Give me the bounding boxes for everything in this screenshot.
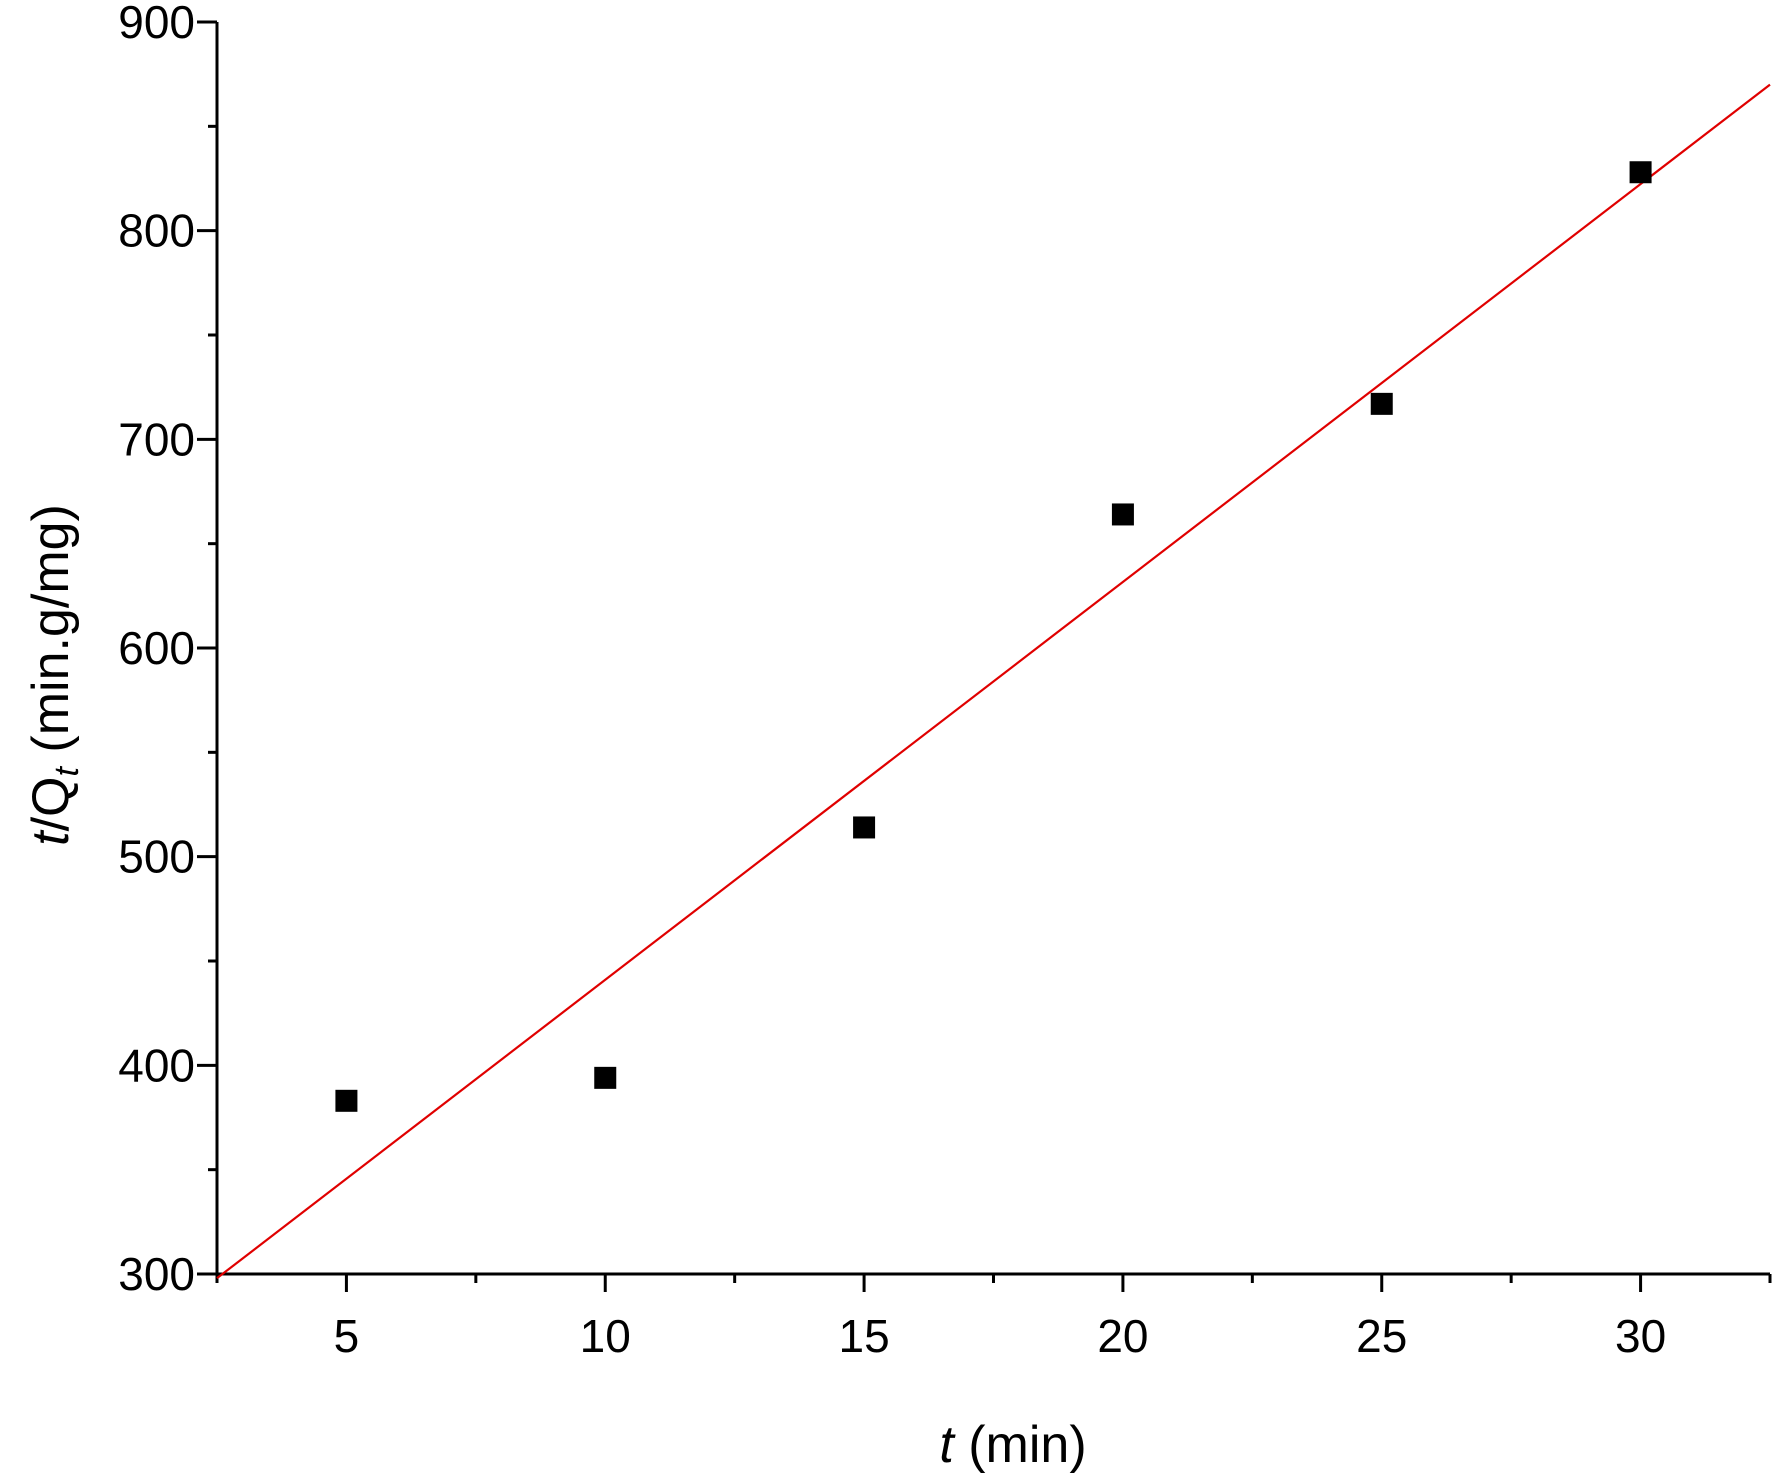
y-tick-label: 300 — [118, 1248, 195, 1300]
x-tick-label: 20 — [1097, 1310, 1148, 1362]
y-axis-slash: /Q — [22, 777, 80, 832]
axes: 5 10 15 20 25 30 300 400 500 600 700 800 900 — [118, 0, 1772, 1362]
y-axis-title: t/Qt (min.g/mg) — [22, 504, 86, 846]
data-point — [853, 816, 876, 839]
fit-line — [216, 83, 1771, 1280]
data-point — [1111, 503, 1134, 526]
x-tick-label: 5 — [334, 1310, 360, 1362]
data-point — [1629, 161, 1652, 184]
x-tick-label: 30 — [1615, 1310, 1666, 1362]
y-tick-label: 500 — [118, 831, 195, 883]
y-tick-label: 600 — [118, 622, 195, 674]
y-tick-label: 700 — [118, 413, 195, 465]
x-tick-label: 15 — [838, 1310, 889, 1362]
y-axis-var: t — [22, 829, 80, 846]
y-tick-label: 800 — [118, 205, 195, 257]
x-tick-label: 25 — [1356, 1310, 1407, 1362]
x-axis-var: t — [939, 1416, 956, 1474]
y-axis-unit: (min.g/mg) — [22, 504, 80, 767]
y-axis-sub: t — [48, 766, 86, 777]
x-axis-title: t (min) — [939, 1416, 1086, 1474]
data-point — [335, 1089, 358, 1112]
data-point — [594, 1066, 617, 1089]
fit-line-group — [216, 83, 1771, 1280]
y-tick-label: 400 — [118, 1039, 195, 1091]
x-axis-unit: (min) — [954, 1416, 1087, 1474]
x-tick-label: 10 — [580, 1310, 631, 1362]
data-point — [1370, 392, 1393, 415]
data-points — [335, 161, 1652, 1112]
y-tick-label: 900 — [118, 0, 195, 48]
